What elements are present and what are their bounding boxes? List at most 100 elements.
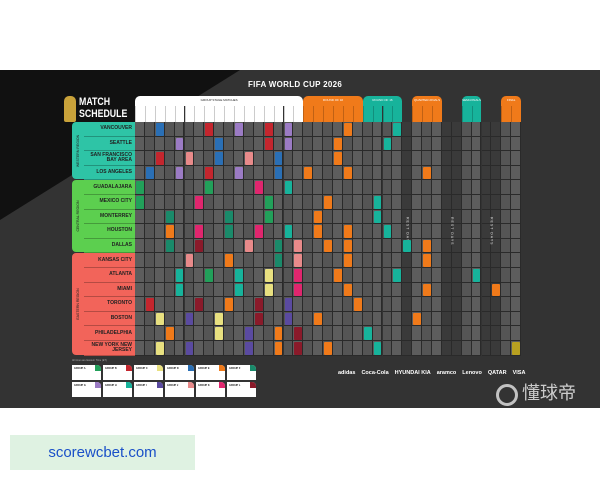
match-marker[interactable] [264,123,273,136]
match-marker[interactable] [155,342,164,355]
match-marker[interactable] [244,239,253,253]
match-marker[interactable] [165,210,174,224]
match-marker[interactable] [254,312,263,326]
match-marker[interactable] [185,312,194,326]
match-marker[interactable] [284,181,293,194]
match-marker[interactable] [235,283,243,297]
match-marker[interactable] [264,269,273,282]
match-marker[interactable] [254,225,263,238]
match-marker[interactable] [343,239,352,253]
match-marker[interactable] [195,239,204,253]
match-marker[interactable] [314,225,323,238]
match-marker[interactable] [205,123,214,136]
match-marker[interactable] [235,269,243,282]
match-marker[interactable] [284,123,293,136]
match-marker[interactable] [294,342,303,355]
match-marker[interactable] [274,342,283,355]
match-marker[interactable] [165,239,174,253]
match-marker[interactable] [423,166,431,180]
match-marker[interactable] [472,269,481,282]
match-marker[interactable] [185,342,194,355]
match-marker[interactable] [205,181,214,194]
match-marker[interactable] [343,254,352,267]
match-marker[interactable] [294,239,303,253]
match-marker[interactable] [225,225,233,238]
match-marker[interactable] [304,166,313,180]
match-marker[interactable] [383,137,392,151]
match-marker[interactable] [195,225,204,238]
match-marker[interactable] [175,137,184,151]
match-marker[interactable] [205,166,214,180]
match-marker[interactable] [492,283,501,297]
match-marker[interactable] [363,327,372,340]
match-marker[interactable] [383,225,392,238]
match-marker[interactable] [215,152,224,165]
match-marker[interactable] [185,254,194,267]
match-marker[interactable] [244,342,253,355]
match-marker[interactable] [136,196,144,209]
match-marker[interactable] [373,342,382,355]
match-marker[interactable] [294,327,303,340]
match-marker[interactable] [343,225,352,238]
match-marker[interactable] [235,166,243,180]
match-marker[interactable] [274,327,283,340]
match-marker[interactable] [274,152,283,165]
match-marker[interactable] [284,137,293,151]
match-marker[interactable] [264,210,273,224]
match-marker[interactable] [165,327,174,340]
match-marker[interactable] [373,196,382,209]
match-marker[interactable] [353,298,362,311]
match-marker[interactable] [244,152,253,165]
match-marker[interactable] [235,123,243,136]
match-marker[interactable] [314,210,323,224]
match-marker[interactable] [274,166,283,180]
match-marker[interactable] [274,254,283,267]
match-marker[interactable] [175,269,184,282]
match-marker[interactable] [343,283,352,297]
match-marker[interactable] [195,196,204,209]
match-marker[interactable] [393,269,402,282]
match-marker[interactable] [175,166,184,180]
match-marker[interactable] [185,152,194,165]
match-marker[interactable] [136,181,144,194]
match-marker[interactable] [423,239,431,253]
match-marker[interactable] [334,152,342,165]
match-marker[interactable] [284,298,293,311]
match-marker[interactable] [403,239,412,253]
match-marker[interactable] [155,123,164,136]
website-label[interactable]: scorewcbet.com [10,435,195,470]
match-marker[interactable] [343,166,352,180]
match-marker[interactable] [294,254,303,267]
match-marker[interactable] [274,239,283,253]
match-marker[interactable] [334,137,342,151]
match-marker[interactable] [225,210,233,224]
match-marker[interactable] [254,298,263,311]
match-marker[interactable] [324,342,332,355]
match-marker[interactable] [264,137,273,151]
match-marker[interactable] [314,312,323,326]
match-marker[interactable] [165,225,174,238]
match-marker[interactable] [155,312,164,326]
match-marker[interactable] [423,254,431,267]
match-marker[interactable] [225,298,233,311]
match-marker[interactable] [264,196,273,209]
match-marker[interactable] [145,298,154,311]
match-marker[interactable] [254,181,263,194]
match-marker[interactable] [215,327,224,340]
match-marker[interactable] [294,283,303,297]
match-marker[interactable] [284,312,293,326]
match-marker[interactable] [145,166,154,180]
match-marker[interactable] [155,152,164,165]
match-marker[interactable] [373,210,382,224]
match-marker[interactable] [244,327,253,340]
match-marker[interactable] [294,269,303,282]
match-marker[interactable] [215,137,224,151]
match-marker[interactable] [215,312,224,326]
match-marker[interactable] [195,298,204,311]
match-marker[interactable] [393,123,402,136]
match-marker[interactable] [324,196,332,209]
match-marker[interactable] [334,269,342,282]
match-marker[interactable] [343,123,352,136]
match-marker[interactable] [175,283,184,297]
match-marker[interactable] [225,254,233,267]
